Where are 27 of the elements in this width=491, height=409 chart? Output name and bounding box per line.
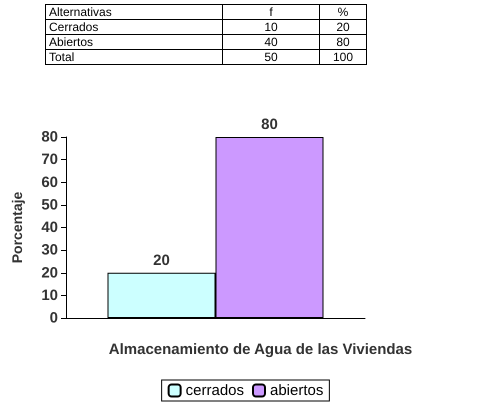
data-label: 20 [153,252,170,269]
y-tick-label: 50 [41,196,58,214]
y-tick-label: 60 [41,174,58,191]
y-tick-label: 30 [41,242,58,259]
legend-label: abiertos [270,382,324,399]
y-axis-title: Porcentaje [9,191,25,264]
text: 20 [320,20,366,34]
y-tick-label: 10 [41,286,58,304]
y-tick-label: 80 [41,128,58,146]
text: 80 [320,34,366,50]
y-tick-label: 70 [41,151,58,168]
text: f [222,4,320,20]
text: Cerrados [46,20,222,34]
text: % [320,4,366,20]
x-axis-title: Almacenamiento de Agua de las Viviendas [108,341,412,358]
data-label: 80 [261,116,278,133]
text: Alternativas [46,4,222,20]
text: Abiertos [46,34,222,50]
y-tick-label: 40 [41,219,58,236]
y-tick-label: 20 [41,264,58,282]
text: 40 [222,34,320,50]
text: 100 [320,50,366,64]
text: 10 [222,20,320,34]
text: 50 [222,50,320,64]
text: Total [46,50,222,64]
y-tick-label: 0 [50,310,58,326]
legend-label: cerrados [186,382,244,399]
